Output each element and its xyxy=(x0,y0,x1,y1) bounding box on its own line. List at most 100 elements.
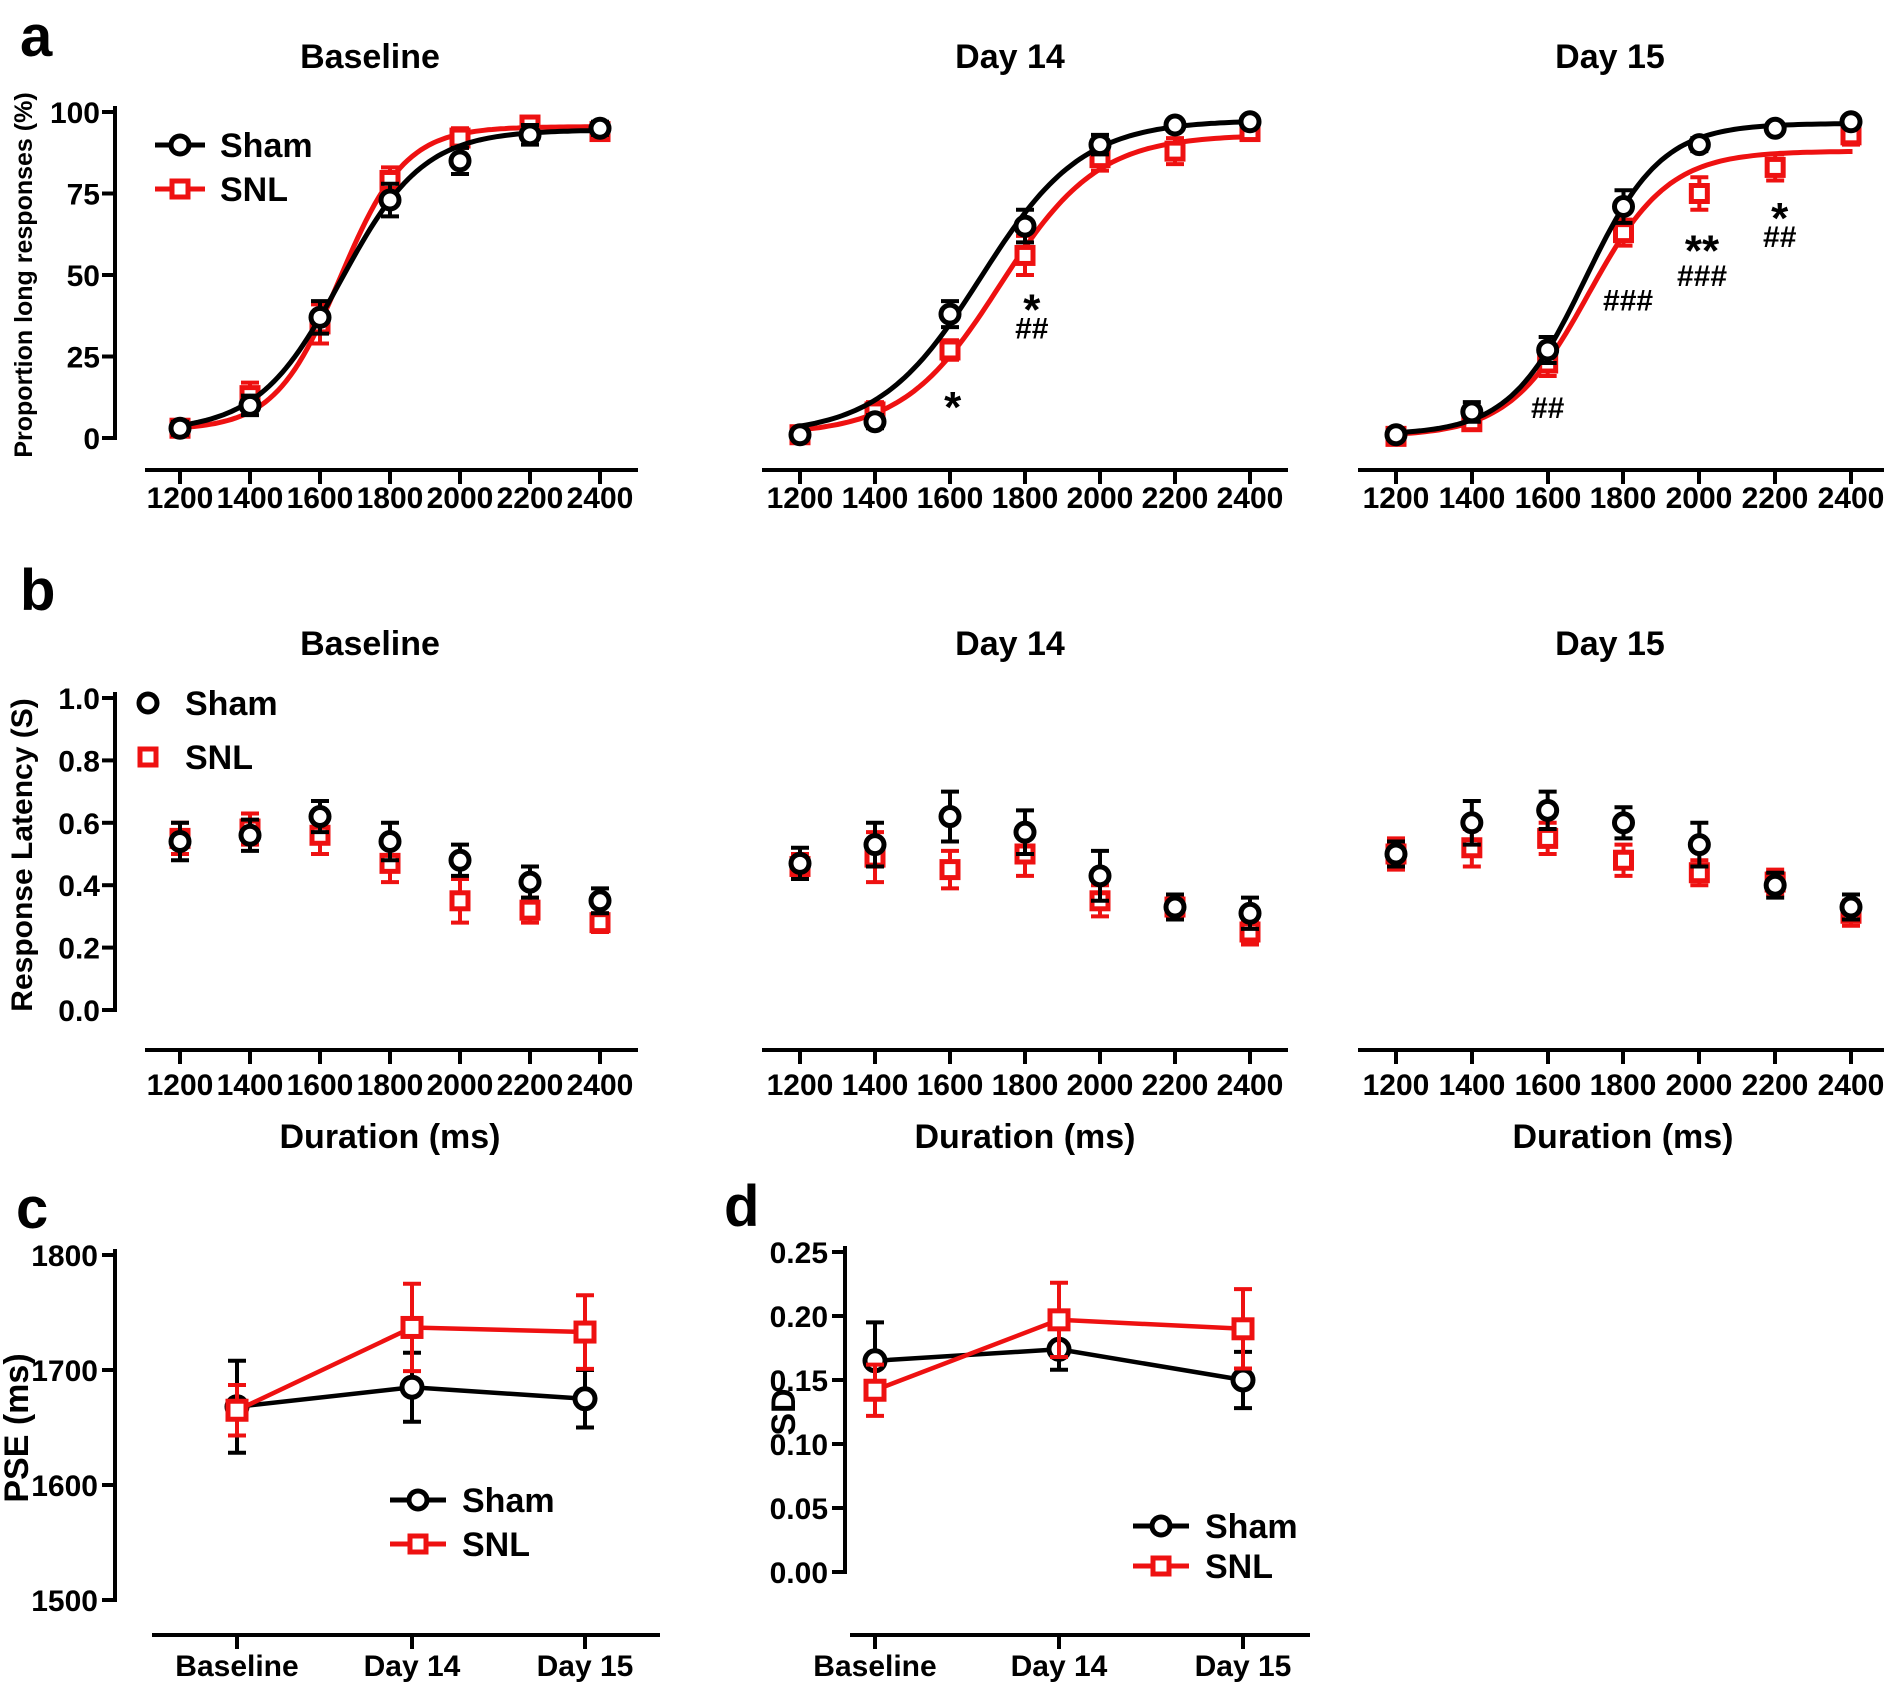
a-baseline-x-axis xyxy=(145,468,638,484)
b-day14-x-tick-label: 1600 xyxy=(917,1069,984,1102)
c-pse-y-tick-label: 1700 xyxy=(31,1355,98,1388)
a-baseline-y-tick-label: 50 xyxy=(67,260,100,293)
d-sd-legend-snl-marker xyxy=(1150,1555,1172,1577)
d-sd-x-tick-label: Baseline xyxy=(813,1650,936,1683)
b-baseline-y-tick-label: 0.4 xyxy=(58,870,100,903)
c-pse-series-snl xyxy=(225,1281,597,1438)
b-day14-x-tick-label: 1400 xyxy=(842,1069,909,1102)
chart-b-day14: Day 14 1200 1400 1600 1800 2000 2200 2400 Durati… xyxy=(762,625,1288,1156)
c-pse-y-axis xyxy=(102,1249,117,1602)
b-day15-x-tick-label: 2000 xyxy=(1666,1069,1733,1102)
d-sd-y-tick-label: 0.20 xyxy=(770,1301,828,1334)
b-baseline-y-tick-label: 0.8 xyxy=(58,745,100,778)
b-baseline-x-tick-label: 2000 xyxy=(427,1069,494,1102)
b-baseline-x-tick-label: 2400 xyxy=(567,1069,634,1102)
b-day15-x-tick-label: 2400 xyxy=(1818,1069,1885,1102)
b-baseline-sham-marker xyxy=(448,848,472,872)
a-day15-sham-marker xyxy=(1839,110,1863,134)
a-day14-sham-marker xyxy=(1088,133,1112,157)
a-baseline-series-sham xyxy=(168,116,612,440)
a-day15-snl-marker xyxy=(1613,222,1634,244)
c-pse-legend-sham-marker xyxy=(406,1488,430,1512)
b-day14-sham-marker xyxy=(1163,895,1187,919)
b-baseline-sham-marker xyxy=(518,870,542,894)
a-day14-sham-marker xyxy=(1013,214,1037,238)
c-pse-legend-snl-marker xyxy=(407,1533,429,1555)
b-day15-x-axis xyxy=(1358,1048,1884,1064)
b-baseline-x-tick-label: 2200 xyxy=(497,1069,564,1102)
b-day14-x-axis-label: Duration (ms) xyxy=(915,1118,1136,1156)
a-baseline-y-tick-label: 100 xyxy=(50,97,100,130)
b-day15-title: Day 15 xyxy=(1555,625,1665,663)
b-baseline-y-tick-label: 0.6 xyxy=(58,808,100,841)
a-baseline-x-tick-label: 2400 xyxy=(567,482,634,515)
b-day14-sham-marker xyxy=(1238,901,1262,925)
b-day15-sham-marker xyxy=(1687,833,1711,857)
a-baseline-y-tick-label: 75 xyxy=(67,179,100,212)
chart-a-baseline: Baseline Proportion long responses (%) 0 25… xyxy=(10,38,638,515)
a-baseline-sham-marker xyxy=(588,116,612,140)
b-baseline-y-tick-label: 0.0 xyxy=(58,995,100,1028)
b-baseline-title: Baseline xyxy=(300,625,440,663)
a-day15-annotation-0: ## xyxy=(1531,392,1565,425)
b-baseline-snl-marker xyxy=(449,890,471,912)
a-day14-x-tick-label: 1200 xyxy=(767,482,834,515)
b-baseline-y-axis xyxy=(102,692,117,1012)
b-day15-sham-marker xyxy=(1460,811,1484,835)
b-day15-x-tick-label: 1800 xyxy=(1590,1069,1657,1102)
a-day15-x-axis xyxy=(1358,468,1884,484)
c-pse-legend-snl-label: SNL xyxy=(462,1526,530,1564)
b-day14-sham-marker xyxy=(1013,820,1037,844)
a-day14-annotation-0: * xyxy=(944,383,962,432)
a-day15-annotation-4: * xyxy=(1771,194,1789,243)
b-day14-sham-marker xyxy=(938,805,962,829)
a-day15-x-tick-label: 1600 xyxy=(1515,482,1582,515)
a-baseline-x-tick-label: 1600 xyxy=(287,482,354,515)
a-day15-annotation-5: ## xyxy=(1763,221,1797,254)
panel-label-b: b xyxy=(20,558,56,623)
b-baseline-x-tick-label: 1800 xyxy=(357,1069,424,1102)
a-day14-annotation-1: * xyxy=(1023,285,1041,334)
c-pse-y-tick-label: 1600 xyxy=(31,1470,98,1503)
b-day14-x-axis xyxy=(762,1048,1288,1064)
a-day15-sham-marker xyxy=(1536,338,1560,362)
d-sd-y-tick-label: 0.05 xyxy=(770,1493,828,1526)
a-day15-sham-marker xyxy=(1612,195,1635,219)
a-baseline-sham-marker xyxy=(448,149,472,173)
a-day14-x-tick-label: 1400 xyxy=(842,482,909,515)
c-pse-sham-marker xyxy=(572,1386,598,1412)
b-day14-sham-marker xyxy=(1088,864,1112,888)
a-day14-sham-marker xyxy=(1238,110,1262,134)
a-day15-snl-marker xyxy=(1688,183,1710,204)
d-sd-x-tick-label: Day 15 xyxy=(1195,1650,1292,1683)
a-day14-snl-error-bars xyxy=(791,123,1259,440)
b-day14-snl-marker xyxy=(939,859,961,881)
b-baseline-sham-marker xyxy=(238,823,262,847)
a-baseline-sham-marker xyxy=(518,123,542,147)
b-day14-title: Day 14 xyxy=(955,625,1065,663)
a-day14-x-tick-label: 1600 xyxy=(917,482,984,515)
a-day14-sham-marker xyxy=(1163,113,1187,137)
c-pse-y-tick-label: 1500 xyxy=(31,1585,98,1618)
b-day15-x-tick-label: 1200 xyxy=(1363,1069,1430,1102)
a-day14-annotation-2: ## xyxy=(1015,312,1049,345)
a-baseline-title: Baseline xyxy=(300,38,440,76)
a-day15-sham-marker xyxy=(1763,116,1787,140)
a-day14-sham-error-bars xyxy=(791,116,1259,440)
a-day15-x-tick-label: 1400 xyxy=(1439,482,1506,515)
a-day15-annotation-3: ### xyxy=(1677,260,1727,293)
b-baseline-x-axis-label: Duration (ms) xyxy=(280,1118,501,1156)
d-sd-y-tick-label: 0.10 xyxy=(770,1429,828,1462)
b-day15-snl-marker xyxy=(1537,827,1559,849)
c-pse-snl-marker xyxy=(573,1320,597,1344)
a-baseline-legend-sham-label: Sham xyxy=(220,127,313,165)
a-day14-title: Day 14 xyxy=(955,38,1065,76)
c-pse-x-tick-label: Day 15 xyxy=(537,1650,634,1683)
a-baseline-legend-snl-label: SNL xyxy=(220,171,288,209)
a-day14-snl-curve xyxy=(796,134,1252,433)
d-sd-snl-marker xyxy=(863,1378,887,1402)
b-day14-x-tick-label: 1800 xyxy=(992,1069,1059,1102)
a-day15-sham-marker xyxy=(1460,400,1484,424)
